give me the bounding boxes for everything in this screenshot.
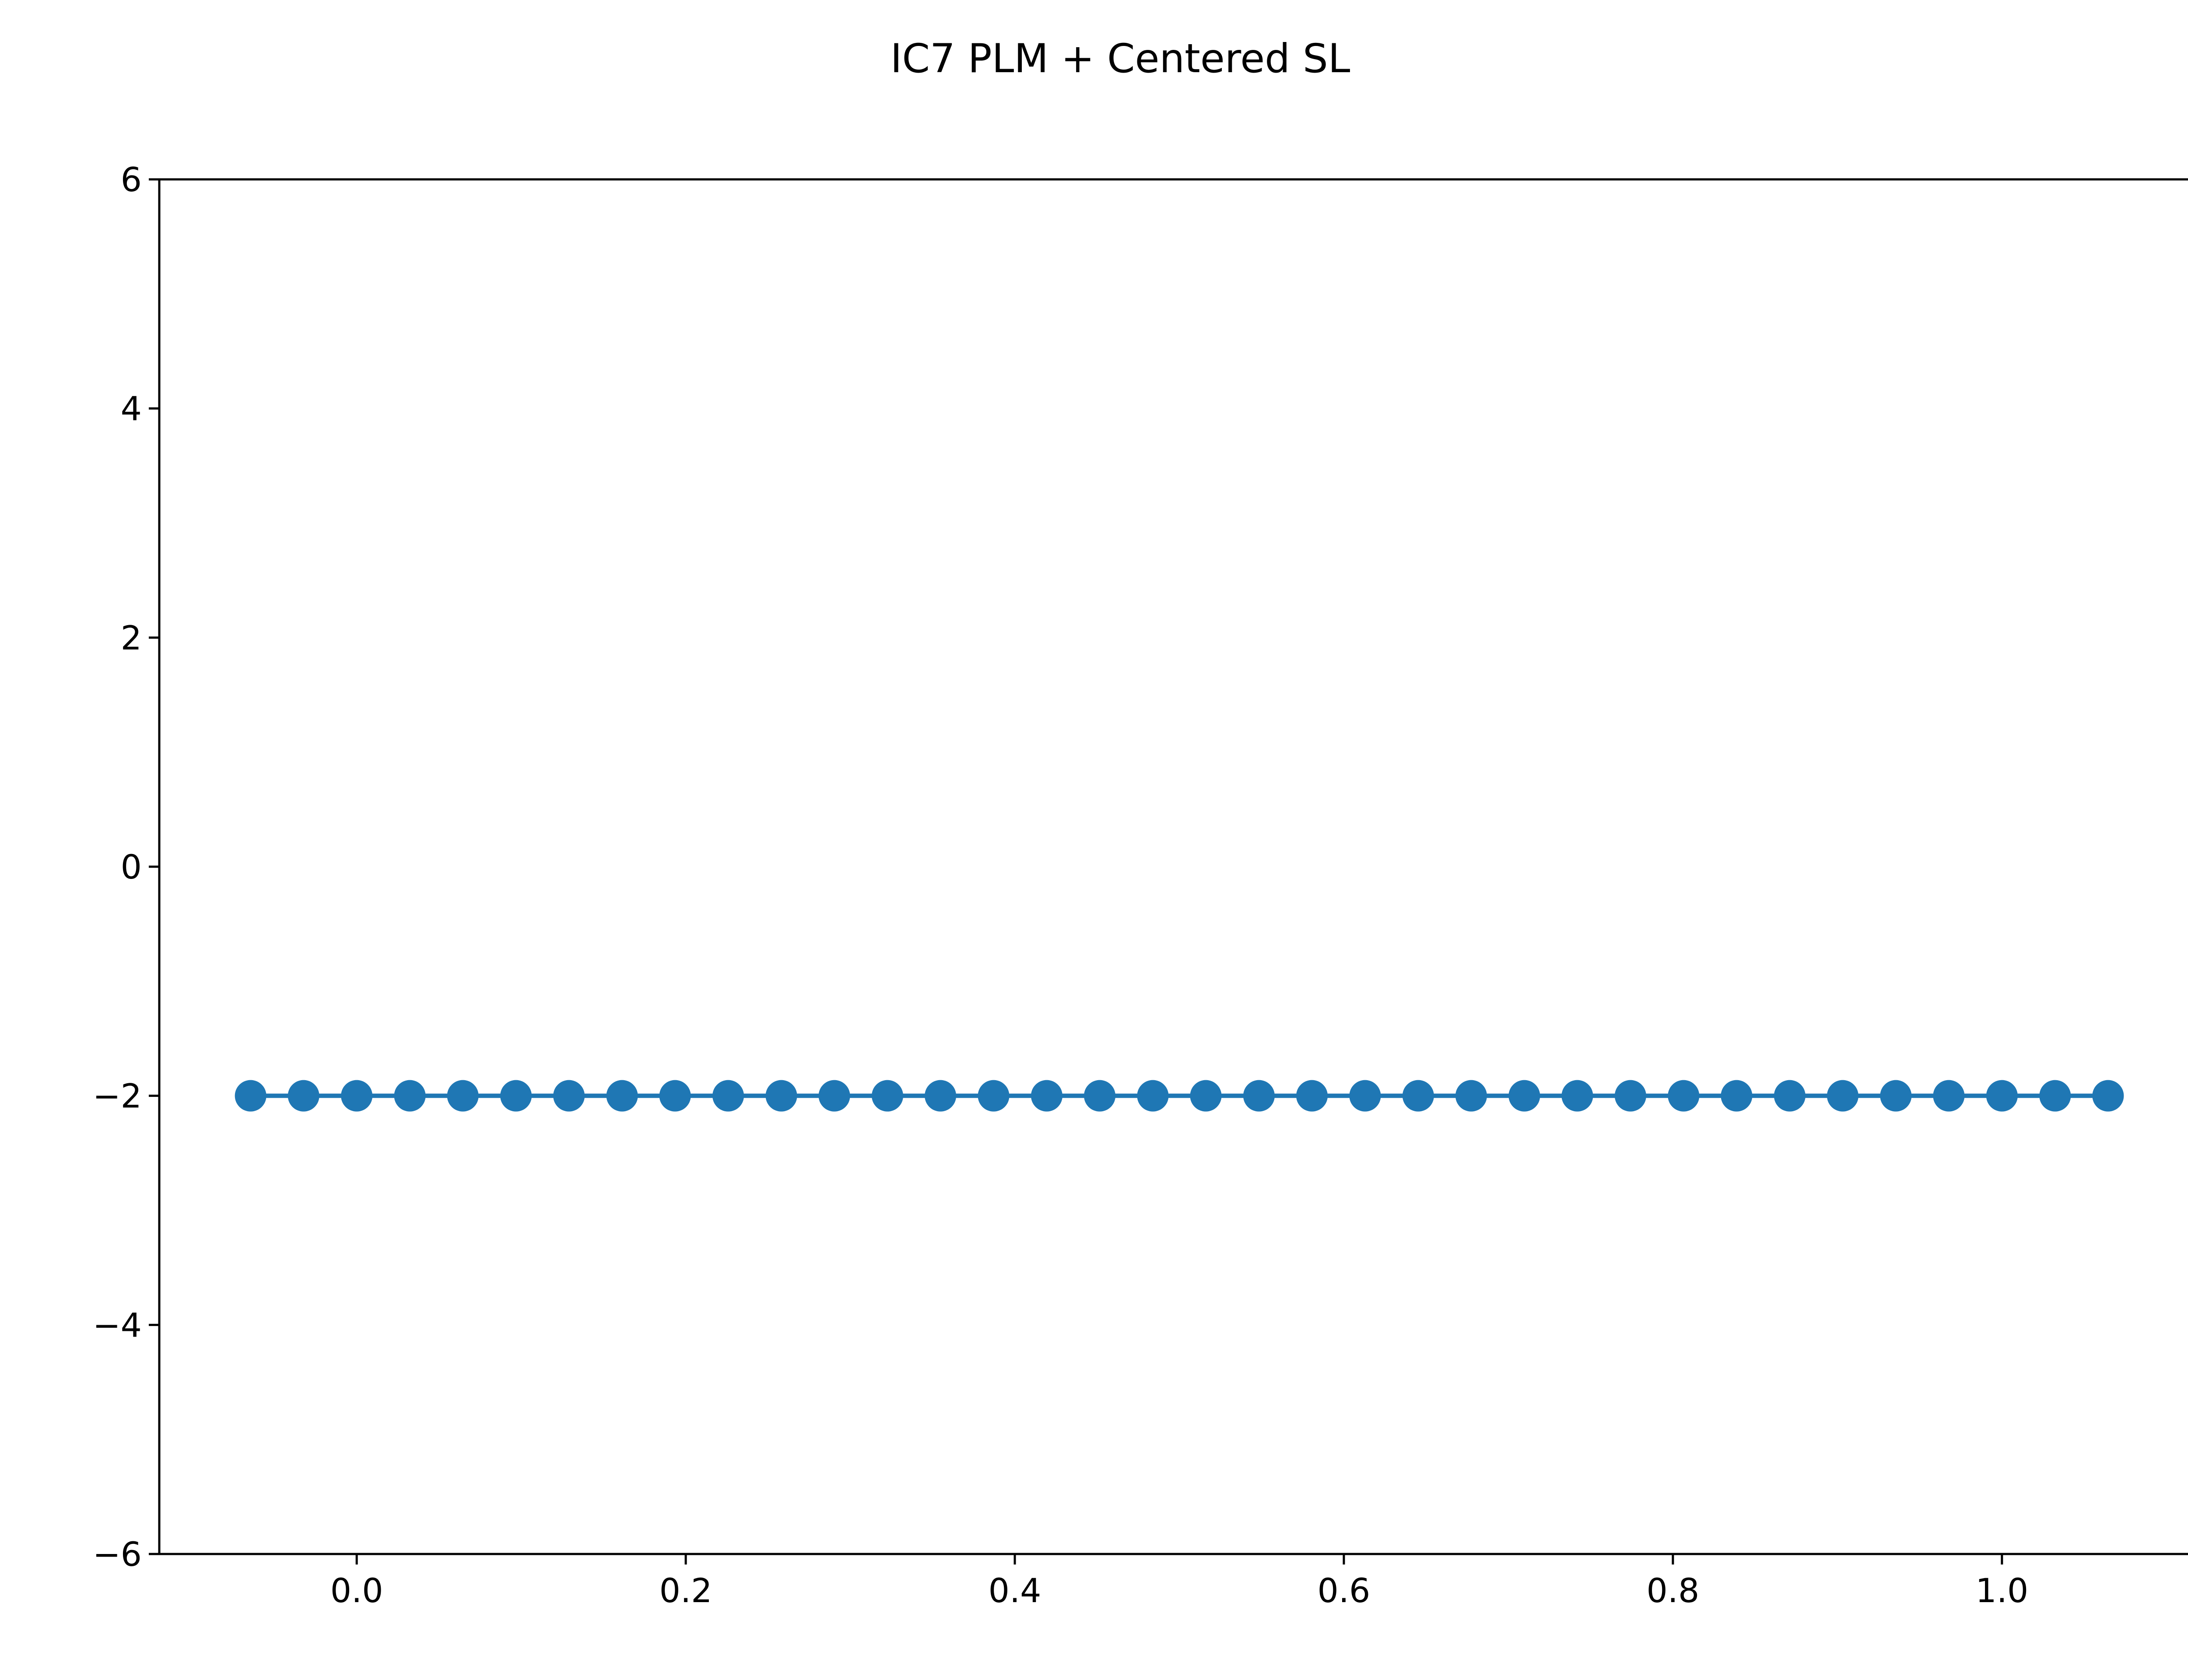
y-tick-label: 2 <box>121 618 142 657</box>
data-point <box>978 1080 1010 1112</box>
y-tick-label: 6 <box>121 160 142 199</box>
data-point <box>1614 1080 1646 1112</box>
data-point <box>1933 1080 1965 1112</box>
data-point <box>925 1080 957 1112</box>
axes: −6 −4 −2 0 2 4 6 0.0 0.2 0.4 0.6 0.8 1.0 <box>93 160 2028 1610</box>
data-point <box>872 1080 904 1112</box>
data-point <box>1774 1080 1806 1112</box>
data-point <box>606 1080 638 1112</box>
data-point <box>1243 1080 1275 1112</box>
data-point <box>2092 1080 2124 1112</box>
data-point <box>765 1080 797 1112</box>
series-group <box>235 1080 2124 1112</box>
data-point <box>1296 1080 1328 1112</box>
data-point <box>1190 1080 1222 1112</box>
data-point <box>394 1080 426 1112</box>
data-point <box>1561 1080 1593 1112</box>
data-point <box>500 1080 532 1112</box>
data-point <box>712 1080 744 1112</box>
y-tick-label: −2 <box>93 1077 142 1116</box>
data-point <box>341 1080 373 1112</box>
x-tick-label: 1.0 <box>1975 1571 2028 1610</box>
data-point <box>1031 1080 1062 1112</box>
x-tick-label: 0.6 <box>1318 1571 1371 1610</box>
data-point <box>1721 1080 1753 1112</box>
data-point <box>1349 1080 1381 1112</box>
data-point <box>1668 1080 1700 1112</box>
x-tick-label: 0.8 <box>1646 1571 1699 1610</box>
data-point <box>235 1080 266 1112</box>
y-tick-label: 4 <box>121 389 142 428</box>
chart-title: IC7 PLM + Centered SL <box>891 36 1350 82</box>
x-tick-label: 0.4 <box>989 1571 1041 1610</box>
x-tick-label: 0.2 <box>659 1571 712 1610</box>
data-point <box>1880 1080 1912 1112</box>
data-point <box>1455 1080 1487 1112</box>
y-tick-label: −4 <box>93 1306 142 1344</box>
data-point <box>1137 1080 1169 1112</box>
plot-frame <box>158 178 2188 1555</box>
data-point <box>1827 1080 1858 1112</box>
data-point <box>818 1080 850 1112</box>
data-point <box>553 1080 585 1112</box>
data-point <box>1508 1080 1540 1112</box>
data-point <box>1084 1080 1116 1112</box>
data-point <box>1986 1080 2018 1112</box>
data-point <box>659 1080 691 1112</box>
data-point <box>1402 1080 1434 1112</box>
data-point <box>288 1080 319 1112</box>
y-tick-label: −6 <box>93 1535 142 1574</box>
data-point <box>447 1080 479 1112</box>
y-tick-label: 0 <box>121 847 142 886</box>
data-point <box>2039 1080 2071 1112</box>
x-tick-label: 0.0 <box>330 1571 383 1610</box>
